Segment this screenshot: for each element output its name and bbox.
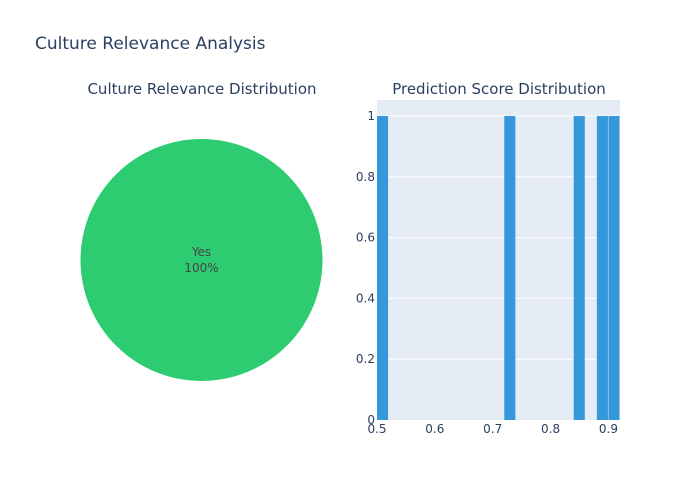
y-tick-label: 0.8 [356,170,375,184]
histogram-bar[interactable] [596,116,608,420]
y-tick-label: 0 [367,413,375,427]
histogram-title: Prediction Score Distribution [392,80,606,98]
y-tick-label: 0.6 [356,231,375,245]
x-tick-label: 0.7 [483,422,502,436]
pie-chart-title: Culture Relevance Distribution [87,80,317,98]
y-tick-label: 0.2 [356,352,375,366]
histogram-bar[interactable] [504,116,516,420]
x-tick-label: 0.5 [367,422,386,436]
pie-slice-label: Yes [191,245,211,259]
x-tick-label: 0.9 [599,422,618,436]
histogram-bar[interactable] [573,116,585,420]
x-tick-label: 0.6 [425,422,444,436]
histogram-chart: 0 0.2 0.4 0.6 0.8 1 0.5 0.6 0.7 0.8 0.9 [356,100,620,436]
pie-chart: Yes 100% [80,139,323,381]
histogram-bar[interactable] [377,116,389,420]
figure-title: Culture Relevance Analysis [35,34,266,54]
pie-slice-percent: 100% [184,261,218,275]
pie-slice[interactable] [80,139,323,381]
y-tick-label: 0.4 [356,291,375,305]
histogram-bar[interactable] [608,116,620,420]
x-tick-label: 0.8 [541,422,560,436]
y-tick-label: 1 [367,109,375,123]
